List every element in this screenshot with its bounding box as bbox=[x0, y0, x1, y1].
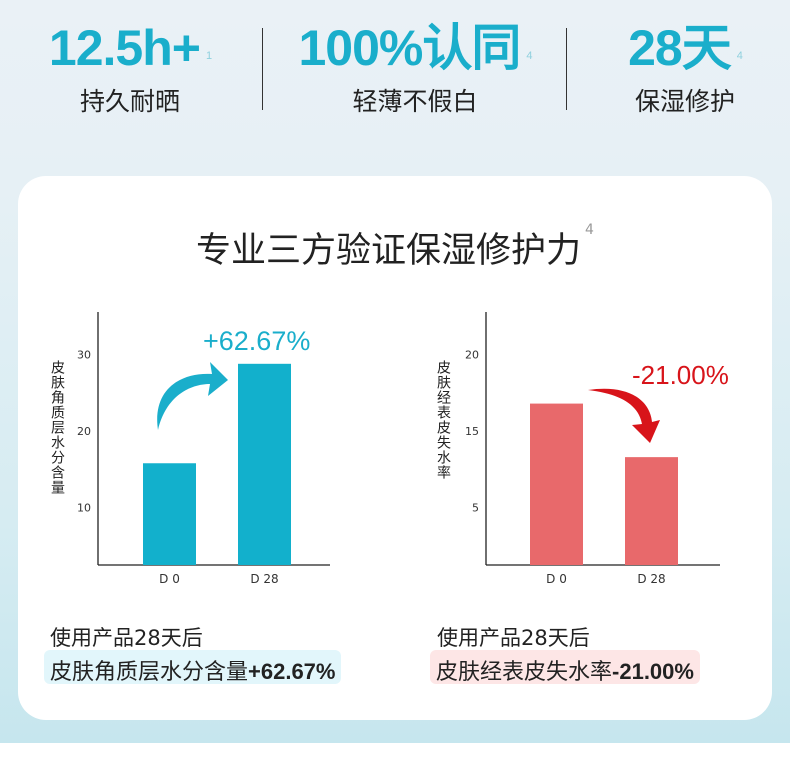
hydration-chart: 10 20 30 D 0 D 28 皮肤角质层水分含量 +62.67% bbox=[49, 312, 330, 586]
stat-value: 12.5h+ bbox=[48, 20, 201, 76]
tewl-chart: 5 15 20 D 0 D 28 皮肤经表皮失水率 -21.00% bbox=[435, 312, 729, 586]
stat-label: 保湿修护 bbox=[634, 87, 735, 116]
y-axis-label: 皮肤角质层水分含量 bbox=[49, 360, 65, 495]
y-tick-label: 30 bbox=[77, 349, 91, 362]
stat-sun-protection: 12.5h+ 1 持久耐晒 bbox=[30, 18, 230, 118]
summary-change: +62.67% bbox=[248, 659, 336, 684]
summary-change: -21.00% bbox=[612, 659, 694, 684]
bar-d0 bbox=[143, 463, 196, 565]
annotation-percent: +62.67% bbox=[203, 326, 310, 356]
annotation-percent: -21.00% bbox=[632, 360, 729, 390]
stat-label: 持久耐晒 bbox=[79, 87, 180, 116]
y-tick-label: 20 bbox=[77, 425, 91, 438]
summary-caption: 使用产品28天后 bbox=[437, 626, 590, 650]
decrease-arrow-icon bbox=[588, 388, 660, 443]
bar-d28 bbox=[625, 457, 678, 565]
summary-metric: 皮肤角质层水分含量 bbox=[50, 660, 249, 685]
y-tick-label: 10 bbox=[77, 502, 91, 515]
stat-moisture: 28天 4 保湿修护 bbox=[600, 18, 770, 118]
x-tick-label: D 28 bbox=[250, 572, 278, 586]
footnote-mark: 4 bbox=[526, 50, 532, 62]
stat-label: 轻薄不假白 bbox=[352, 87, 478, 116]
y-tick-label: 20 bbox=[465, 349, 479, 362]
footnote-mark: 1 bbox=[205, 50, 212, 62]
y-tick-label: 15 bbox=[465, 425, 479, 438]
y-tick-label: 5 bbox=[472, 502, 479, 515]
x-tick-label: D 0 bbox=[159, 572, 180, 586]
summary-caption: 使用产品28天后 bbox=[50, 626, 203, 650]
bar-d28 bbox=[238, 363, 291, 565]
results-card bbox=[18, 176, 772, 720]
summary-highlight-tewl: 皮肤经表皮失水率-21.00% bbox=[430, 650, 700, 685]
stat-value: 28天 bbox=[628, 20, 732, 76]
section-title: 专业三方验证保湿修护力4 bbox=[0, 222, 790, 273]
bar-d0 bbox=[530, 403, 583, 565]
footnote-mark: 4 bbox=[585, 222, 594, 238]
increase-arrow-icon bbox=[157, 362, 228, 430]
summary-highlight-hydration: 皮肤角质层水分含量+62.67% bbox=[44, 650, 342, 685]
stat-value: 100%认同 bbox=[298, 20, 521, 76]
stat-approval: 100%认同 4 轻薄不假白 bbox=[285, 18, 545, 118]
footnote-mark: 4 bbox=[736, 50, 743, 62]
x-tick-label: D 28 bbox=[637, 572, 665, 586]
y-axis-label: 皮肤经表皮失水率 bbox=[435, 360, 451, 480]
x-tick-label: D 0 bbox=[546, 572, 567, 586]
divider bbox=[566, 28, 567, 110]
summary-metric: 皮肤经表皮失水率 bbox=[436, 660, 613, 685]
divider bbox=[262, 28, 263, 110]
section-title-text: 专业三方验证保湿修护力 bbox=[196, 231, 582, 271]
